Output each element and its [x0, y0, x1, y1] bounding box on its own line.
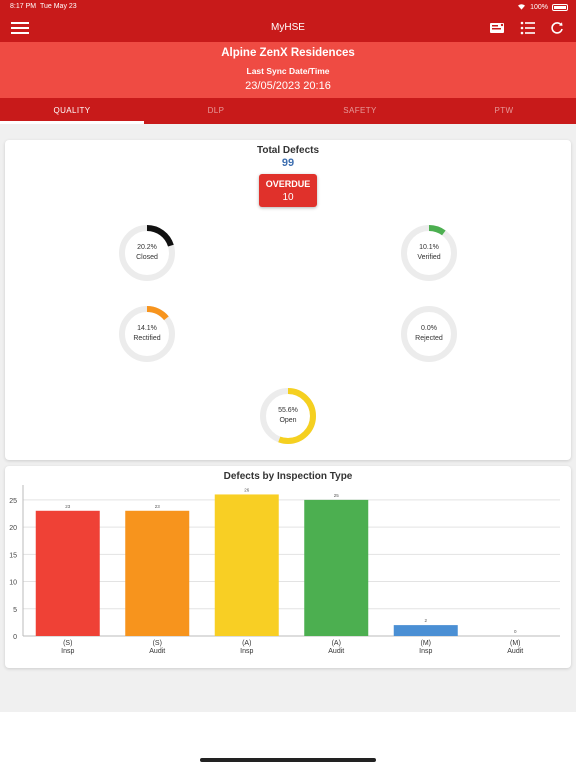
x-tick-label: (S) — [153, 640, 162, 647]
x-tick-label: Audit — [328, 648, 344, 655]
x-tick-label: Insp — [240, 648, 253, 655]
sync-label: Last Sync Date/Time — [246, 66, 330, 76]
bar — [214, 494, 279, 636]
overdue-label: OVERDUE — [265, 179, 311, 189]
bar-chart: 051015202523(S)Insp23(S)Audit26(A)Insp25… — [9, 485, 560, 655]
tab-safety[interactable]: SAFETY — [343, 106, 377, 115]
app-title: MyHSE — [271, 22, 305, 33]
donut-arc — [260, 388, 316, 444]
project-header: Alpine ZenX Residences Last Sync Date/Ti… — [0, 42, 576, 98]
donut-rectified[interactable]: 14.1% Rectified — [117, 304, 177, 364]
y-tick-label: 5 — [13, 607, 17, 614]
bar-value-label: 2 — [424, 618, 427, 623]
donut-label: Verified — [417, 254, 441, 261]
bar — [35, 510, 100, 636]
defects-by-type-card: Defects by Inspection Type 0 5 10 15 20 25 23(… — [5, 466, 571, 668]
donut-arc — [119, 306, 175, 362]
y-tick-label: 20 — [9, 525, 17, 532]
x-tick-label: Insp — [419, 648, 432, 655]
donut-percent: 14.1% — [137, 325, 157, 332]
donut-percent: 55.6% — [278, 407, 298, 414]
donut-label: Rejected — [415, 335, 443, 342]
y-tick-label: 15 — [9, 552, 17, 559]
x-tick-label: Audit — [507, 648, 523, 655]
donut-arc — [119, 225, 175, 281]
bar-value-label: 25 — [334, 493, 340, 498]
bar — [393, 625, 458, 636]
status-time: 8:17 PM Tue May 23 — [10, 3, 77, 10]
app-toolbar: MyHSE — [0, 14, 576, 42]
menu-icon[interactable] — [11, 22, 29, 34]
home-indicator[interactable] — [200, 758, 376, 762]
x-tick-label: Audit — [149, 648, 165, 655]
x-tick-label: (M) — [510, 640, 521, 647]
sync-date: 23/05/2023 20:16 — [245, 80, 331, 92]
defects-summary-card: Total Defects 99 OVERDUE 10 20.2% Closed … — [5, 140, 571, 460]
donut-label: Rectified — [133, 335, 161, 342]
donut-track — [401, 306, 457, 362]
donut-label: Closed — [136, 254, 158, 261]
bar-value-label: 23 — [155, 504, 161, 509]
project-name: Alpine ZenX Residences — [221, 47, 355, 59]
status-right: 100% — [517, 3, 568, 12]
bar-value-label: 26 — [244, 487, 250, 492]
x-tick-label: Insp — [61, 648, 74, 655]
donut-open[interactable]: 55.6% Open — [258, 386, 318, 446]
refresh-icon[interactable] — [549, 20, 565, 36]
donut-percent: 10.1% — [419, 244, 439, 251]
tab-bar: QUALITY DLP SAFETY PTW — [0, 98, 576, 124]
donut-label: Open — [279, 417, 297, 424]
tab-quality[interactable]: QUALITY — [0, 98, 144, 124]
donut-closed[interactable]: 20.2% Closed — [117, 223, 177, 283]
total-defects-label: Total Defects — [256, 145, 320, 156]
wifi-icon — [517, 3, 526, 12]
bar-value-label: 23 — [65, 504, 71, 509]
tab-dlp[interactable]: DLP — [207, 106, 225, 115]
donut-percent: 20.2% — [137, 244, 157, 251]
x-tick-label: (A) — [242, 640, 251, 647]
battery-percent: 100% — [530, 4, 548, 11]
battery-icon — [552, 4, 568, 11]
overdue-value: 10 — [282, 192, 294, 203]
donut-arc — [401, 225, 457, 281]
y-tick-label: 10 — [9, 580, 17, 587]
list-icon[interactable] — [519, 20, 535, 36]
x-tick-label: (A) — [332, 640, 341, 647]
donut-percent: 0.0% — [421, 325, 437, 332]
x-tick-label: (S) — [63, 640, 72, 647]
bar — [125, 510, 190, 636]
x-tick-label: (M) — [421, 640, 432, 647]
y-tick-label: 0 — [13, 634, 17, 641]
tab-ptw[interactable]: PTW — [494, 106, 514, 115]
status-bar: 8:17 PM Tue May 23 100% — [0, 0, 576, 14]
donut-rejected[interactable]: 0.0% Rejected — [399, 304, 459, 364]
overdue-button[interactable]: OVERDUE 10 — [259, 174, 317, 207]
bar-value-label: 0 — [514, 629, 517, 634]
flag-card-icon[interactable] — [489, 20, 505, 36]
total-defects-value: 99 — [281, 157, 295, 169]
y-tick-label: 25 — [9, 498, 17, 505]
chart-title: Defects by Inspection Type — [223, 471, 353, 482]
donut-verified[interactable]: 10.1% Verified — [399, 223, 459, 283]
bar — [304, 499, 369, 636]
